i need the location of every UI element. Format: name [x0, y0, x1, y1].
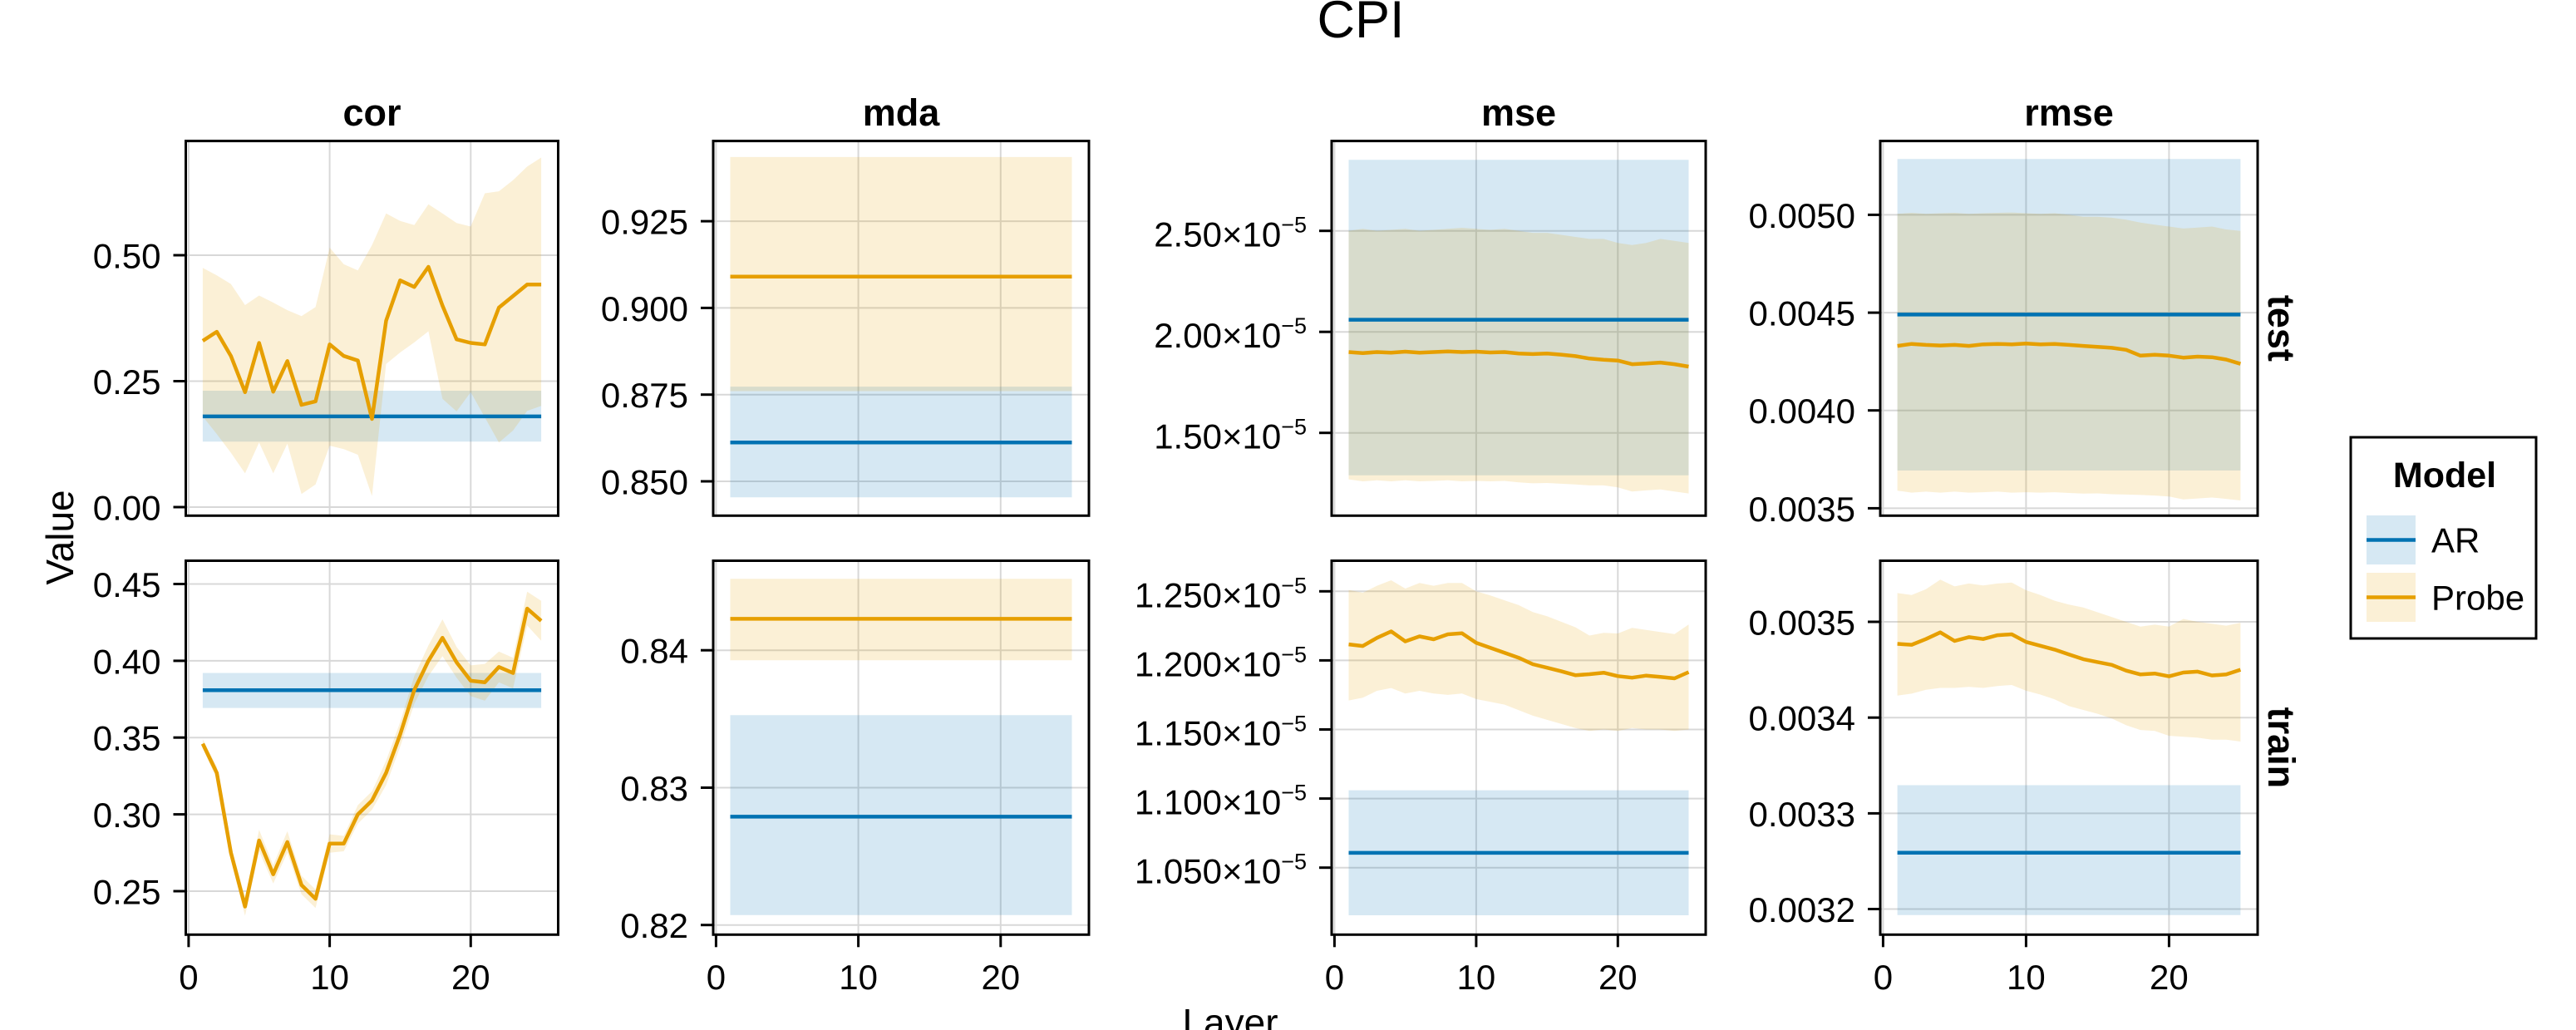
svg-text:CPI: CPI [1317, 0, 1404, 49]
svg-text:0.25: 0.25 [93, 362, 161, 402]
svg-text:0: 0 [707, 958, 726, 997]
svg-text:0.0040: 0.0040 [1749, 392, 1855, 431]
svg-text:0: 0 [1874, 958, 1893, 997]
svg-text:10: 10 [1457, 958, 1496, 997]
svg-text:0.0045: 0.0045 [1749, 294, 1855, 333]
svg-text:0.00: 0.00 [93, 489, 161, 528]
svg-text:train: train [2260, 707, 2303, 789]
svg-text:0.84: 0.84 [620, 632, 688, 671]
svg-text:test: test [2260, 295, 2303, 362]
svg-text:1.150×10−5: 1.150×10−5 [1135, 712, 1307, 753]
svg-text:1.250×10−5: 1.250×10−5 [1135, 573, 1307, 614]
svg-text:0.45: 0.45 [93, 565, 161, 604]
svg-text:0.35: 0.35 [93, 719, 161, 758]
svg-text:0.83: 0.83 [620, 769, 688, 808]
svg-text:0.0050: 0.0050 [1749, 196, 1855, 235]
svg-text:0.25: 0.25 [93, 873, 161, 912]
svg-text:0.0033: 0.0033 [1749, 795, 1855, 834]
svg-text:Layer: Layer [1182, 1001, 1278, 1030]
svg-text:AR: AR [2431, 521, 2480, 560]
svg-text:0.0032: 0.0032 [1749, 890, 1855, 929]
svg-text:Value: Value [38, 490, 81, 584]
svg-text:0.0035: 0.0035 [1749, 490, 1855, 529]
svg-text:mse: mse [1481, 91, 1556, 134]
svg-text:0: 0 [179, 958, 198, 997]
svg-text:10: 10 [2007, 958, 2046, 997]
svg-text:10: 10 [839, 958, 878, 997]
svg-text:mda: mda [863, 91, 941, 134]
svg-text:0.850: 0.850 [601, 463, 688, 502]
svg-text:0.0034: 0.0034 [1749, 699, 1855, 738]
svg-text:0.900: 0.900 [601, 289, 688, 328]
svg-text:20: 20 [451, 958, 490, 997]
svg-text:0.0035: 0.0035 [1749, 604, 1855, 643]
svg-text:Model: Model [2393, 456, 2496, 495]
svg-text:10: 10 [310, 958, 349, 997]
svg-text:rmse: rmse [2024, 91, 2114, 134]
svg-text:1.050×10−5: 1.050×10−5 [1135, 850, 1307, 891]
svg-text:1.100×10−5: 1.100×10−5 [1135, 781, 1307, 822]
svg-text:1.200×10−5: 1.200×10−5 [1135, 642, 1307, 683]
svg-text:20: 20 [1598, 958, 1638, 997]
svg-text:0.875: 0.875 [601, 376, 688, 415]
svg-text:0.40: 0.40 [93, 642, 161, 681]
svg-text:Probe: Probe [2431, 579, 2524, 618]
svg-text:0.30: 0.30 [93, 796, 161, 835]
svg-text:0: 0 [1325, 958, 1344, 997]
svg-text:0.50: 0.50 [93, 237, 161, 276]
svg-text:20: 20 [2150, 958, 2189, 997]
svg-text:cor: cor [342, 91, 401, 134]
svg-text:0.925: 0.925 [601, 203, 688, 242]
svg-text:0.82: 0.82 [620, 906, 688, 945]
svg-text:20: 20 [981, 958, 1020, 997]
